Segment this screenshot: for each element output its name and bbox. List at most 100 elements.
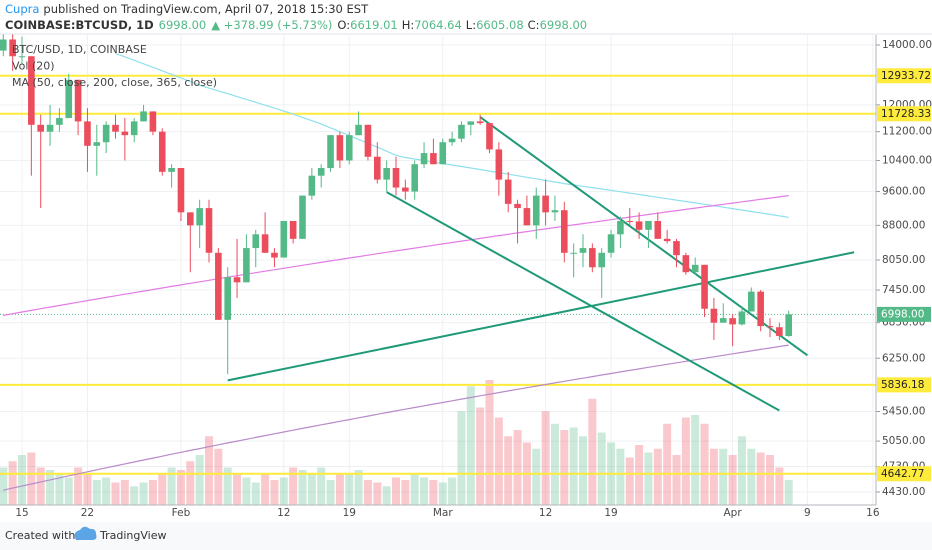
- volume-bar: [0, 467, 8, 505]
- candle-body: [280, 220, 288, 258]
- volume-bar: [747, 448, 756, 505]
- x-tick-label: Mar: [433, 507, 453, 519]
- candle-body: [65, 79, 73, 119]
- candle-body: [102, 124, 110, 143]
- volume-bar: [130, 486, 139, 505]
- candle-body: [495, 149, 503, 180]
- candle-body: [645, 220, 652, 230]
- volume-bar: [476, 407, 485, 505]
- candle-body: [532, 195, 540, 226]
- volume-bar: [270, 480, 279, 505]
- candle-body: [196, 208, 203, 226]
- legend-text: Vol (20): [12, 60, 55, 73]
- volume-bar: [644, 452, 653, 505]
- volume-bar: [766, 455, 774, 505]
- y-tick-label: 6250.00: [882, 352, 925, 364]
- candle-body: [28, 56, 35, 125]
- volume-bar: [158, 473, 167, 505]
- volume-bar: [466, 386, 475, 505]
- candle-body: [579, 248, 587, 253]
- volume-bar: [429, 480, 438, 505]
- volume-bar: [120, 480, 129, 505]
- volume-bar: [588, 398, 597, 505]
- level-label: 5836.18: [881, 379, 924, 391]
- candle-body: [589, 248, 596, 268]
- candle-body: [467, 121, 475, 125]
- candle-body: [37, 124, 44, 132]
- volume-bar: [36, 467, 45, 505]
- candle-body: [476, 121, 484, 124]
- candle-body: [673, 241, 680, 256]
- volume-bar: [560, 430, 569, 505]
- moving-average: [3, 344, 789, 491]
- candle-body: [317, 168, 325, 176]
- candle-body: [9, 39, 16, 57]
- volume-bar: [46, 470, 55, 505]
- volume-bar: [700, 423, 709, 505]
- candle-body: [289, 220, 297, 239]
- candle-body: [757, 291, 764, 327]
- candle-body: [261, 234, 269, 253]
- volume-bar: [719, 448, 728, 505]
- candle-body: [130, 121, 138, 136]
- x-tick-label: Apr: [724, 507, 743, 519]
- y-tick-label: 7450.00: [882, 284, 925, 296]
- symbol-line: COINBASE:BTCUSD, 1D 6998.00 ▲ +378.99 (+5.…: [5, 18, 587, 32]
- volume-bar: [242, 477, 251, 505]
- volume-bar: [55, 473, 64, 505]
- volume-bar: [111, 482, 120, 505]
- candle-body: [635, 221, 643, 230]
- volume-bar: [448, 477, 457, 505]
- volume-bar: [195, 455, 204, 505]
- candle-body: [420, 153, 428, 165]
- ohlc-key: C:: [528, 18, 540, 32]
- volume-bar: [672, 455, 681, 505]
- volume-bar: [532, 448, 541, 505]
- last: 6998.00: [159, 18, 207, 32]
- candle-body: [561, 210, 568, 253]
- y-tick-label: 10400.00: [882, 154, 932, 166]
- candle-body: [402, 187, 409, 192]
- candle-body: [570, 252, 577, 254]
- footer-bg: [0, 522, 932, 550]
- candle-body: [149, 111, 157, 132]
- volume-bar: [513, 430, 522, 505]
- x-tick-label: 22: [81, 507, 94, 519]
- level-label-bg: [877, 68, 931, 84]
- candle-body: [168, 168, 175, 172]
- ohlc-value: 6619.01: [350, 18, 398, 32]
- volume-bar: [728, 455, 737, 505]
- volume-bar: [18, 455, 26, 505]
- header-line: Cupra published on TradingView.com, April…: [5, 2, 369, 16]
- candle-body: [607, 234, 615, 253]
- volume-bar: [176, 470, 185, 505]
- candle-body: [140, 111, 147, 122]
- level-label-bg: [877, 106, 931, 122]
- plot-area: 14000.0012000.0011200.0010400.009600.008…: [0, 34, 932, 519]
- volume-bar: [64, 477, 73, 505]
- candle-body: [46, 124, 54, 132]
- y-tick-label: 8800.00: [882, 219, 925, 231]
- volume-bar: [438, 482, 447, 505]
- volume-bar: [756, 452, 765, 505]
- y-tick-label: 5450.00: [882, 405, 925, 417]
- candle-body: [504, 179, 512, 204]
- candle-body: [74, 79, 82, 122]
- candle-body: [738, 311, 746, 325]
- change: ▲ +378.99 (+5.73%): [211, 18, 332, 32]
- candle-body: [766, 326, 774, 328]
- volume-bar: [335, 473, 344, 505]
- candle-body: [84, 121, 91, 146]
- candle-body: [776, 327, 783, 336]
- volume-bar: [653, 448, 662, 505]
- legend-text: MA (50, close, 200, close, 365, close): [12, 76, 217, 89]
- candle-body: [439, 142, 447, 165]
- volume-bar: [223, 467, 232, 505]
- volume-bar: [401, 480, 410, 505]
- candle-body: [785, 314, 792, 336]
- candle-body: [93, 142, 101, 146]
- y-tick-label: 5050.00: [882, 435, 925, 447]
